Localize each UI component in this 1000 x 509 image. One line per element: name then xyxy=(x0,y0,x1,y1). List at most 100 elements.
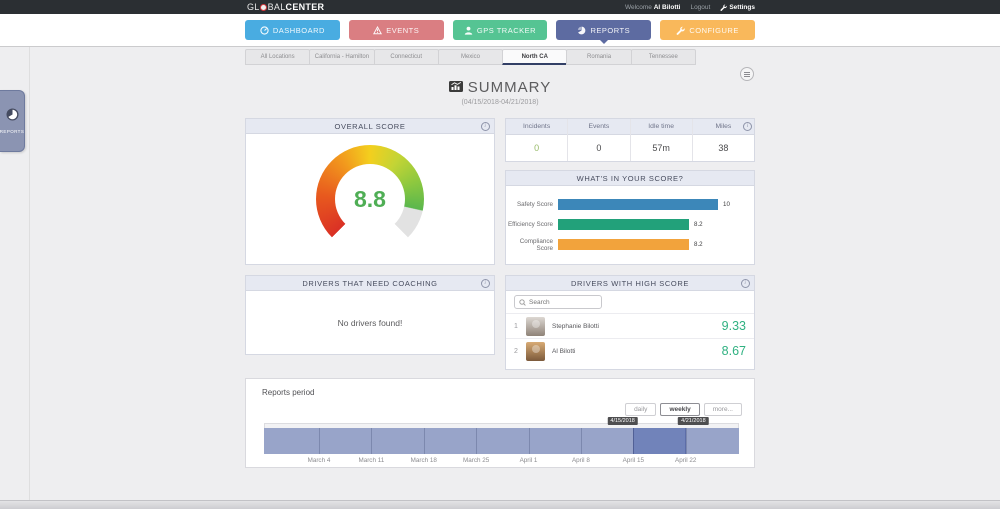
driver-avatar xyxy=(526,341,545,361)
app-logo[interactable]: GL BAL CENTER xyxy=(247,2,325,12)
nav-label: DASHBOARD xyxy=(272,25,325,35)
person-icon xyxy=(464,26,473,35)
pie-icon xyxy=(577,26,586,35)
tab-all-locations[interactable]: All Locations xyxy=(245,49,311,65)
score-gauge: 8.8 xyxy=(316,145,424,253)
period-button-daily[interactable]: daily xyxy=(625,403,657,416)
date-range: (04/15/2018-04/21/2018) xyxy=(461,99,539,106)
driver-row[interactable]: 1 Stephanie Bilotti 9.33 xyxy=(506,313,754,338)
location-tabs: All Locations California - Hamilton Connec… xyxy=(245,49,696,65)
driver-score: 8.67 xyxy=(721,344,746,358)
nav-button-reports[interactable]: REPORTS xyxy=(556,20,652,44)
timeline-axis-label: April 8 xyxy=(571,457,590,464)
search-input[interactable] xyxy=(529,298,593,306)
score-bar-row: Compliance Score 8.2 xyxy=(506,238,754,252)
timeline-axis-label: March 25 xyxy=(463,457,490,464)
score-bar xyxy=(558,199,718,210)
stat-value: 0 xyxy=(596,143,602,153)
info-icon[interactable]: i xyxy=(481,122,490,131)
coaching-panel: DRIVERS THAT NEED COACHING i No drivers f… xyxy=(245,275,495,355)
period-button-weekly[interactable]: weekly xyxy=(660,403,700,416)
driver-name: Al Bilotti xyxy=(552,347,576,355)
driver-avatar xyxy=(526,316,545,336)
stat-events: Events 0 xyxy=(568,119,631,161)
timeline-axis-label: March 4 xyxy=(307,457,331,464)
nav-label: EVENTS xyxy=(386,25,420,35)
tab-connecticut[interactable]: Connecticut xyxy=(373,49,439,65)
nav-button-configure[interactable]: CONFIGURE xyxy=(660,20,755,40)
score-bar xyxy=(558,239,689,250)
range-end-badge: 4/21/2018 xyxy=(678,417,709,425)
tab-tennessee[interactable]: Tennessee xyxy=(630,49,696,65)
driver-rank: 2 xyxy=(514,347,518,355)
score-bar-row: Efficiency Score 8.2 xyxy=(506,219,754,230)
stat-label: Miles xyxy=(692,119,754,135)
period-buttons: daily weekly more... xyxy=(625,403,742,416)
welcome-text: Welcome Al Bilotti xyxy=(624,3,681,11)
panel-title: DRIVERS THAT NEED COACHING i xyxy=(246,276,494,291)
nav-label: CONFIGURE xyxy=(689,25,739,35)
sidebar-reports-tab[interactable]: REPORTS xyxy=(0,90,25,152)
info-icon[interactable]: i xyxy=(481,279,490,288)
range-start-badge: 4/15/2018 xyxy=(607,417,638,425)
settings-link[interactable]: Settings xyxy=(720,4,755,11)
wrench-icon xyxy=(720,4,728,11)
timeline-tick xyxy=(371,428,373,454)
stat-value: 57m xyxy=(652,143,670,153)
bottom-strip xyxy=(0,500,1000,509)
info-icon[interactable]: i xyxy=(743,122,752,131)
timeline-tick xyxy=(476,428,478,454)
pie-chart-icon xyxy=(6,108,19,126)
export-menu-icon[interactable] xyxy=(740,67,754,81)
stats-table: Incidents 0 Events 0 Idle time 57m Miles 38 xyxy=(505,118,755,162)
timeline-outline xyxy=(264,423,739,428)
timeline-selection[interactable] xyxy=(633,428,687,454)
tab-romania[interactable]: Romania xyxy=(566,49,632,65)
tab-north-ca[interactable]: North CA xyxy=(502,49,568,65)
nav-button-gps-tracker[interactable]: GPS TRACKER xyxy=(452,20,548,40)
logo-target-icon xyxy=(260,3,268,11)
timeline-tick xyxy=(580,428,582,454)
score-bar-value: 8.2 xyxy=(694,241,703,248)
stat-label: Events xyxy=(568,119,630,135)
reports-period-label: Reports period xyxy=(262,388,315,397)
stat-miles: Miles 38 xyxy=(692,119,754,161)
stat-idle-time: Idle time 57m xyxy=(630,119,693,161)
timeline-tick xyxy=(423,428,425,454)
main-nav: DASHBOARD EVENTS GPS TRACKER REPORTS CONFIGU… xyxy=(0,14,1000,47)
wrench-icon xyxy=(676,26,686,35)
timeline-axis-label: April 15 xyxy=(622,457,644,464)
driver-row[interactable]: 2 Al Bilotti 8.67 xyxy=(506,338,754,363)
empty-message: No drivers found! xyxy=(337,318,403,328)
timeline-tick xyxy=(528,428,530,454)
timeline-tick xyxy=(685,428,687,454)
driver-name: Stephanie Bilotti xyxy=(552,322,599,330)
nav-button-events[interactable]: EVENTS xyxy=(348,20,444,40)
nav-button-dashboard[interactable]: DASHBOARD xyxy=(245,20,340,40)
user-name: Al Bilotti xyxy=(653,3,681,11)
reports-period-panel: Reports period daily weekly more... 4/15/2… xyxy=(245,378,755,468)
active-nav-pointer xyxy=(599,40,608,44)
timeline-tick xyxy=(633,428,635,454)
timeline-tick xyxy=(318,428,320,454)
panel-title: OVERALL SCORE i xyxy=(246,119,494,134)
logo-text: GL xyxy=(247,2,260,12)
logout-link[interactable]: Logout xyxy=(690,3,711,11)
score-bar-value: 8.2 xyxy=(694,221,703,228)
driver-rank: 1 xyxy=(514,322,518,330)
warning-icon xyxy=(373,25,383,35)
page-title: SUMMARY xyxy=(448,79,551,96)
timeline-axis-label: April 1 xyxy=(519,457,538,464)
tab-california-hamilton[interactable]: California - Hamilton xyxy=(309,49,375,65)
score-bar-label: Efficiency Score xyxy=(507,221,553,228)
tab-mexico[interactable]: Mexico xyxy=(437,49,504,65)
dashboard-icon xyxy=(260,25,269,35)
stat-value: 0 xyxy=(534,143,540,153)
score-bar-label: Safety Score xyxy=(516,201,553,208)
period-button-more[interactable]: more... xyxy=(703,403,742,416)
timeline-navigator[interactable]: 4/15/2018 4/21/2018 March 4 March 11 March… xyxy=(264,417,739,464)
info-icon[interactable]: i xyxy=(741,279,750,288)
left-gutter xyxy=(0,47,30,500)
